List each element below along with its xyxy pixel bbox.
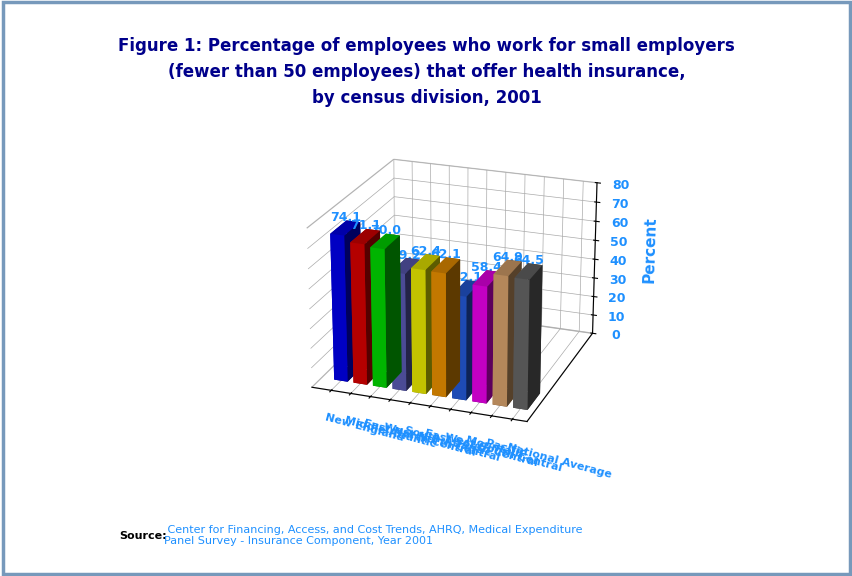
Text: Center for Financing, Access, and Cost Trends, AHRQ, Medical Expenditure
Panel S: Center for Financing, Access, and Cost T…: [164, 525, 582, 547]
Text: (fewer than 50 employees) that offer health insurance,: (fewer than 50 employees) that offer hea…: [168, 63, 684, 81]
Text: Source:: Source:: [119, 530, 167, 541]
Text: by census division, 2001: by census division, 2001: [311, 89, 541, 107]
Text: Figure 1: Percentage of employees who work for small employers: Figure 1: Percentage of employees who wo…: [118, 37, 734, 55]
